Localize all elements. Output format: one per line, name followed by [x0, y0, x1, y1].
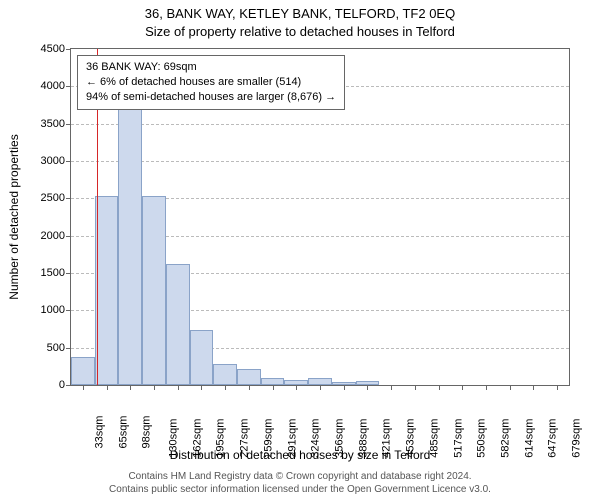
histogram-bar — [213, 364, 237, 385]
annotation-line3: 94% of semi-detached houses are larger (… — [86, 90, 336, 105]
x-tick-mark — [557, 385, 558, 390]
y-tick-label: 0 — [59, 379, 65, 391]
x-tick-mark — [83, 385, 84, 390]
y-tick-mark — [66, 310, 71, 311]
x-tick-mark — [344, 385, 345, 390]
x-tick-mark — [320, 385, 321, 390]
x-tick-mark — [391, 385, 392, 390]
y-tick-label: 2500 — [41, 192, 65, 204]
histogram-bar — [118, 94, 142, 385]
chart-subtitle: Size of property relative to detached ho… — [0, 24, 600, 39]
x-tick-mark — [107, 385, 108, 390]
y-tick-label: 1000 — [41, 304, 65, 316]
y-tick-label: 500 — [47, 342, 65, 354]
histogram-bar — [166, 264, 190, 385]
x-tick-mark — [130, 385, 131, 390]
annotation-line2: ← 6% of detached houses are smaller (514… — [86, 75, 336, 90]
x-tick-label: 33sqm — [93, 416, 105, 449]
gridline — [71, 161, 569, 162]
y-tick-mark — [66, 124, 71, 125]
footer-attribution: Contains HM Land Registry data © Crown c… — [0, 471, 600, 496]
y-tick-mark — [66, 86, 71, 87]
x-tick-mark — [154, 385, 155, 390]
histogram-bar — [142, 196, 166, 385]
y-tick-mark — [66, 348, 71, 349]
histogram-bar — [261, 378, 285, 385]
chart-title-address: 36, BANK WAY, KETLEY BANK, TELFORD, TF2 … — [0, 6, 600, 21]
histogram-bar — [95, 196, 119, 385]
y-tick-label: 1500 — [41, 267, 65, 279]
x-tick-label: 98sqm — [141, 416, 153, 449]
x-tick-mark — [462, 385, 463, 390]
y-tick-label: 4500 — [41, 43, 65, 55]
y-tick-mark — [66, 198, 71, 199]
y-tick-label: 3000 — [41, 155, 65, 167]
x-tick-mark — [533, 385, 534, 390]
y-tick-label: 4000 — [41, 80, 65, 92]
x-tick-mark — [367, 385, 368, 390]
y-tick-mark — [66, 385, 71, 386]
y-tick-mark — [66, 161, 71, 162]
x-tick-mark — [225, 385, 226, 390]
histogram-bar — [190, 330, 214, 385]
y-tick-mark — [66, 49, 71, 50]
x-tick-mark — [178, 385, 179, 390]
annotation-box: 36 BANK WAY: 69sqm ← 6% of detached hous… — [77, 55, 345, 110]
y-tick-label: 2000 — [41, 230, 65, 242]
y-tick-mark — [66, 236, 71, 237]
x-tick-mark — [486, 385, 487, 390]
y-axis-label: Number of detached properties — [7, 134, 21, 299]
x-tick-mark — [249, 385, 250, 390]
x-tick-label: 65sqm — [117, 416, 129, 449]
y-tick-label: 3500 — [41, 118, 65, 130]
gridline — [71, 124, 569, 125]
y-tick-mark — [66, 273, 71, 274]
footer-line2: Contains public sector information licen… — [0, 484, 600, 497]
x-tick-mark — [439, 385, 440, 390]
chart-plot-area: 05001000150020002500300035004000450033sq… — [70, 48, 570, 386]
footer-line1: Contains HM Land Registry data © Crown c… — [0, 471, 600, 484]
histogram-bar — [71, 357, 95, 385]
x-tick-mark — [510, 385, 511, 390]
x-tick-mark — [273, 385, 274, 390]
x-tick-mark — [201, 385, 202, 390]
annotation-line1: 36 BANK WAY: 69sqm — [86, 60, 336, 75]
x-tick-mark — [296, 385, 297, 390]
x-tick-mark — [415, 385, 416, 390]
histogram-bar — [237, 369, 261, 385]
x-axis-label: Distribution of detached houses by size … — [0, 448, 600, 462]
histogram-bar — [308, 378, 332, 385]
